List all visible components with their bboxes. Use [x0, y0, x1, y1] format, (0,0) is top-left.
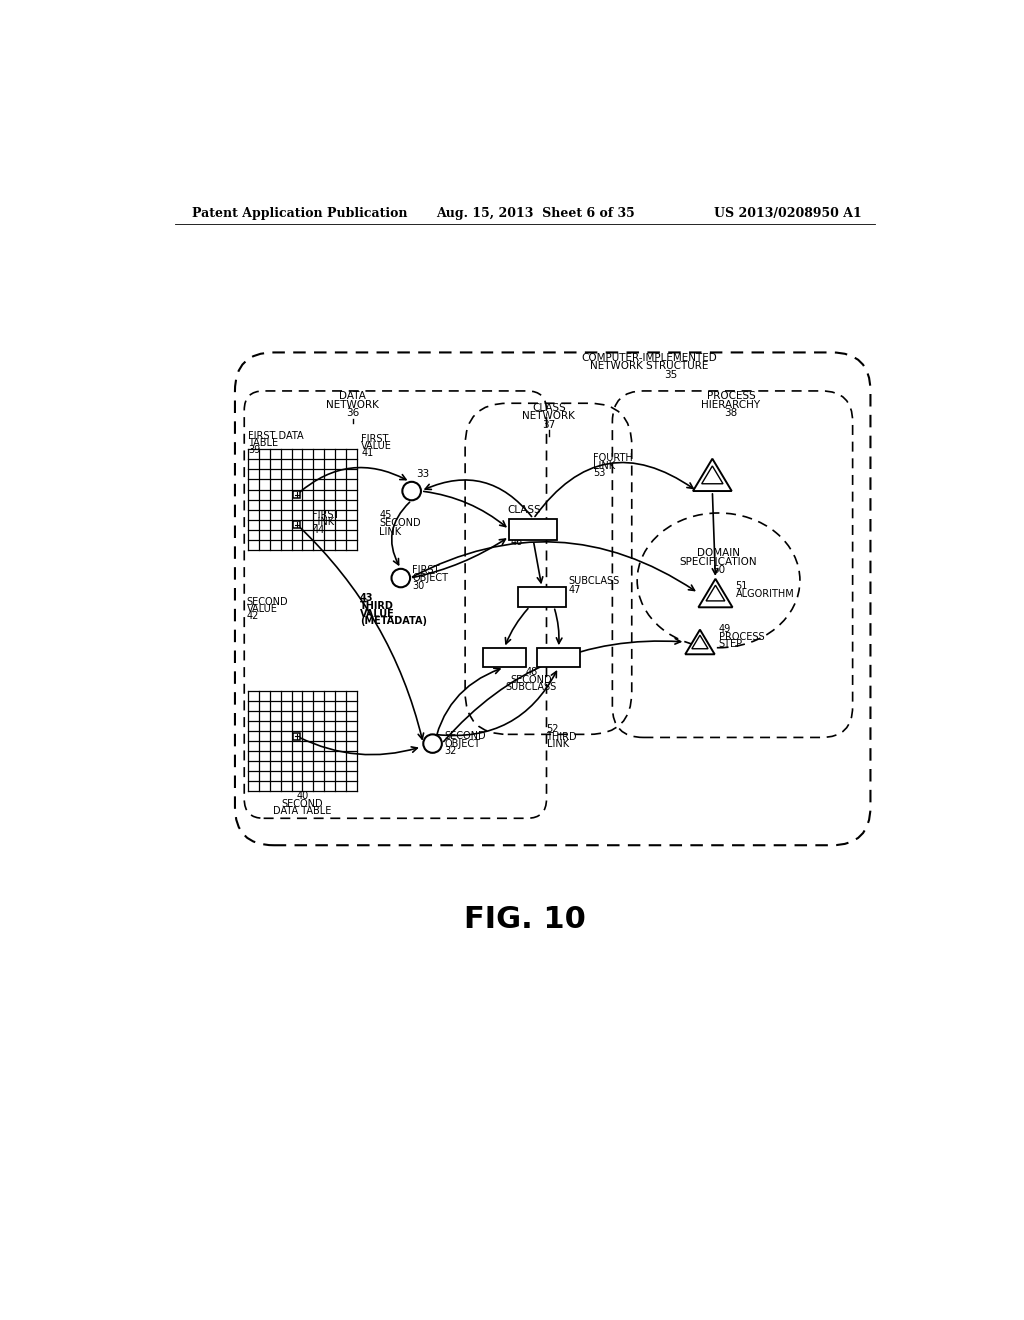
- Circle shape: [391, 569, 410, 587]
- Text: SUBCLASS: SUBCLASS: [506, 682, 557, 693]
- Text: US 2013/0208950 A1: US 2013/0208950 A1: [714, 207, 861, 220]
- Text: Patent Application Publication: Patent Application Publication: [191, 207, 408, 220]
- Text: 44: 44: [312, 525, 325, 535]
- Text: TABLE: TABLE: [248, 438, 279, 449]
- Bar: [294, 733, 300, 739]
- Text: 35: 35: [664, 370, 677, 380]
- Text: ALGORITHM: ALGORITHM: [735, 589, 795, 599]
- Text: CLASS: CLASS: [531, 403, 565, 413]
- Text: HIERARCHY: HIERARCHY: [701, 400, 761, 411]
- Polygon shape: [692, 635, 708, 648]
- Text: SUBCLASS: SUBCLASS: [568, 577, 620, 586]
- Text: LINK: LINK: [312, 517, 335, 527]
- Text: CLASS: CLASS: [508, 504, 542, 515]
- Text: LINK: LINK: [547, 739, 568, 750]
- Text: SECOND: SECOND: [247, 597, 288, 607]
- Text: FIRST: FIRST: [361, 434, 389, 444]
- Polygon shape: [693, 459, 732, 491]
- Text: 38: 38: [724, 408, 737, 418]
- Bar: [294, 491, 300, 498]
- Text: NETWORK: NETWORK: [327, 400, 379, 411]
- Text: FOURTH: FOURTH: [593, 453, 633, 463]
- Text: THIRD: THIRD: [547, 731, 578, 742]
- Text: COMPUTER-IMPLEMENTED: COMPUTER-IMPLEMENTED: [582, 352, 718, 363]
- Text: DATA: DATA: [339, 392, 367, 401]
- Text: NETWORK: NETWORK: [522, 412, 575, 421]
- Bar: [483, 648, 525, 668]
- Text: 53: 53: [593, 469, 605, 478]
- Text: 36: 36: [346, 408, 359, 418]
- Text: SECOND: SECOND: [444, 731, 485, 741]
- Text: SECOND: SECOND: [511, 675, 552, 685]
- Text: FIRST: FIRST: [413, 565, 439, 576]
- Bar: [518, 587, 566, 607]
- Text: LINK: LINK: [379, 527, 401, 537]
- Text: PROCESS: PROCESS: [707, 392, 756, 401]
- Text: 30: 30: [413, 581, 425, 591]
- Text: 49: 49: [719, 624, 731, 634]
- Text: STEP: STEP: [719, 639, 742, 649]
- Text: Aug. 15, 2013  Sheet 6 of 35: Aug. 15, 2013 Sheet 6 of 35: [436, 207, 635, 220]
- Text: PROCESS: PROCESS: [719, 632, 764, 642]
- Text: THIRD: THIRD: [359, 601, 393, 611]
- Text: 50: 50: [712, 565, 725, 576]
- Text: DATA TABLE: DATA TABLE: [273, 805, 332, 816]
- Text: SECOND: SECOND: [282, 799, 324, 809]
- Polygon shape: [685, 630, 715, 655]
- Text: SECOND: SECOND: [379, 519, 421, 528]
- Bar: [509, 519, 557, 540]
- Text: LINK: LINK: [593, 461, 615, 471]
- Text: 42: 42: [247, 611, 259, 620]
- Text: FIG. 10: FIG. 10: [464, 906, 586, 935]
- Text: 37: 37: [542, 420, 555, 430]
- Polygon shape: [698, 579, 732, 607]
- Text: NETWORK STRUCTURE: NETWORK STRUCTURE: [591, 362, 709, 371]
- Text: 46: 46: [511, 537, 523, 546]
- Text: (METADATA): (METADATA): [359, 616, 427, 626]
- Text: 43: 43: [359, 593, 373, 603]
- Text: 40: 40: [296, 791, 308, 801]
- Text: 52: 52: [547, 725, 559, 734]
- Text: 45: 45: [379, 510, 391, 520]
- Text: 48: 48: [525, 667, 538, 677]
- Text: FIRST DATA: FIRST DATA: [248, 432, 304, 441]
- Circle shape: [402, 482, 421, 500]
- Text: OBJECT: OBJECT: [413, 573, 449, 583]
- Bar: [538, 648, 580, 668]
- Text: 33: 33: [417, 469, 429, 479]
- Polygon shape: [707, 585, 725, 601]
- Text: SPECIFICATION: SPECIFICATION: [680, 557, 758, 568]
- Text: 51: 51: [735, 581, 748, 591]
- Text: FIRST: FIRST: [312, 510, 340, 520]
- Text: 41: 41: [361, 447, 374, 458]
- Bar: [294, 521, 300, 528]
- Text: VALUE: VALUE: [361, 441, 392, 450]
- Text: OBJECT: OBJECT: [444, 739, 480, 748]
- Text: DOMAIN: DOMAIN: [697, 549, 740, 558]
- Circle shape: [423, 734, 442, 752]
- Text: VALUE: VALUE: [359, 609, 394, 619]
- Text: 47: 47: [568, 585, 581, 595]
- Text: VALUE: VALUE: [247, 605, 278, 614]
- Text: 39: 39: [248, 445, 260, 455]
- Text: 32: 32: [444, 746, 457, 756]
- Polygon shape: [701, 466, 723, 483]
